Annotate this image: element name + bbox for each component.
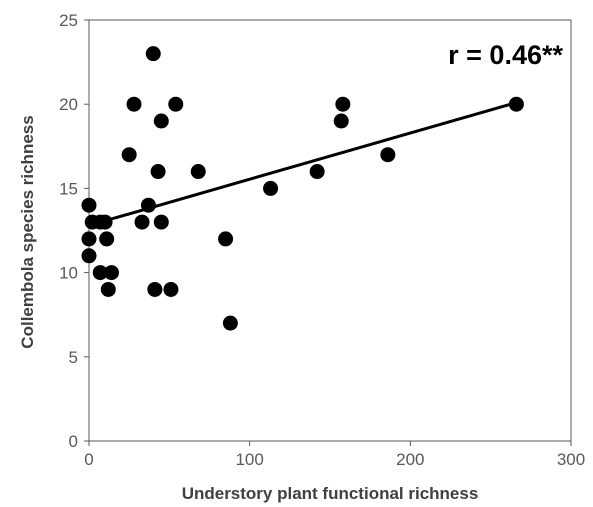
y-tick-label: 5 (69, 348, 78, 367)
plot-frame (88, 19, 572, 442)
data-point (153, 214, 169, 230)
data-point (92, 265, 108, 281)
data-point (333, 113, 349, 129)
data-point (100, 281, 116, 297)
plot-area (88, 19, 572, 442)
data-points (81, 46, 524, 331)
data-point (163, 281, 179, 297)
data-point (380, 147, 396, 163)
tick-labels: 0 100 200 300 0 5 10 15 20 25 (59, 11, 585, 469)
data-point (145, 46, 161, 62)
trendline (88, 101, 517, 227)
data-point (168, 96, 184, 112)
y-axis-title: Collembola species richness (18, 115, 37, 348)
trendline-layer (88, 101, 517, 227)
y-tick-label: 0 (69, 432, 78, 451)
data-point (97, 214, 113, 230)
y-tick-label: 10 (59, 264, 78, 283)
data-point (147, 281, 163, 297)
data-point (222, 315, 238, 331)
data-point (126, 96, 142, 112)
x-tick-label: 0 (84, 450, 93, 469)
data-point (81, 248, 97, 264)
data-point (335, 96, 351, 112)
data-point (81, 231, 97, 247)
data-point (263, 180, 279, 196)
data-point (190, 164, 206, 180)
data-point (121, 147, 137, 163)
y-tick-label: 25 (59, 11, 78, 30)
data-point (81, 197, 97, 213)
data-point (508, 96, 524, 112)
data-point (153, 113, 169, 129)
data-point (99, 231, 115, 247)
correlation-annotation: r = 0.46** (448, 40, 563, 70)
x-tick-label: 100 (235, 450, 263, 469)
data-point (309, 164, 325, 180)
data-point (134, 214, 150, 230)
data-point (218, 231, 234, 247)
x-tick-label: 300 (557, 450, 585, 469)
data-point (150, 164, 166, 180)
x-axis-title: Understory plant functional richness (182, 484, 479, 503)
y-tick-label: 20 (59, 95, 78, 114)
y-tick-label: 15 (59, 179, 78, 198)
data-point (140, 197, 156, 213)
x-tick-label: 200 (396, 450, 424, 469)
data-point (103, 265, 119, 281)
